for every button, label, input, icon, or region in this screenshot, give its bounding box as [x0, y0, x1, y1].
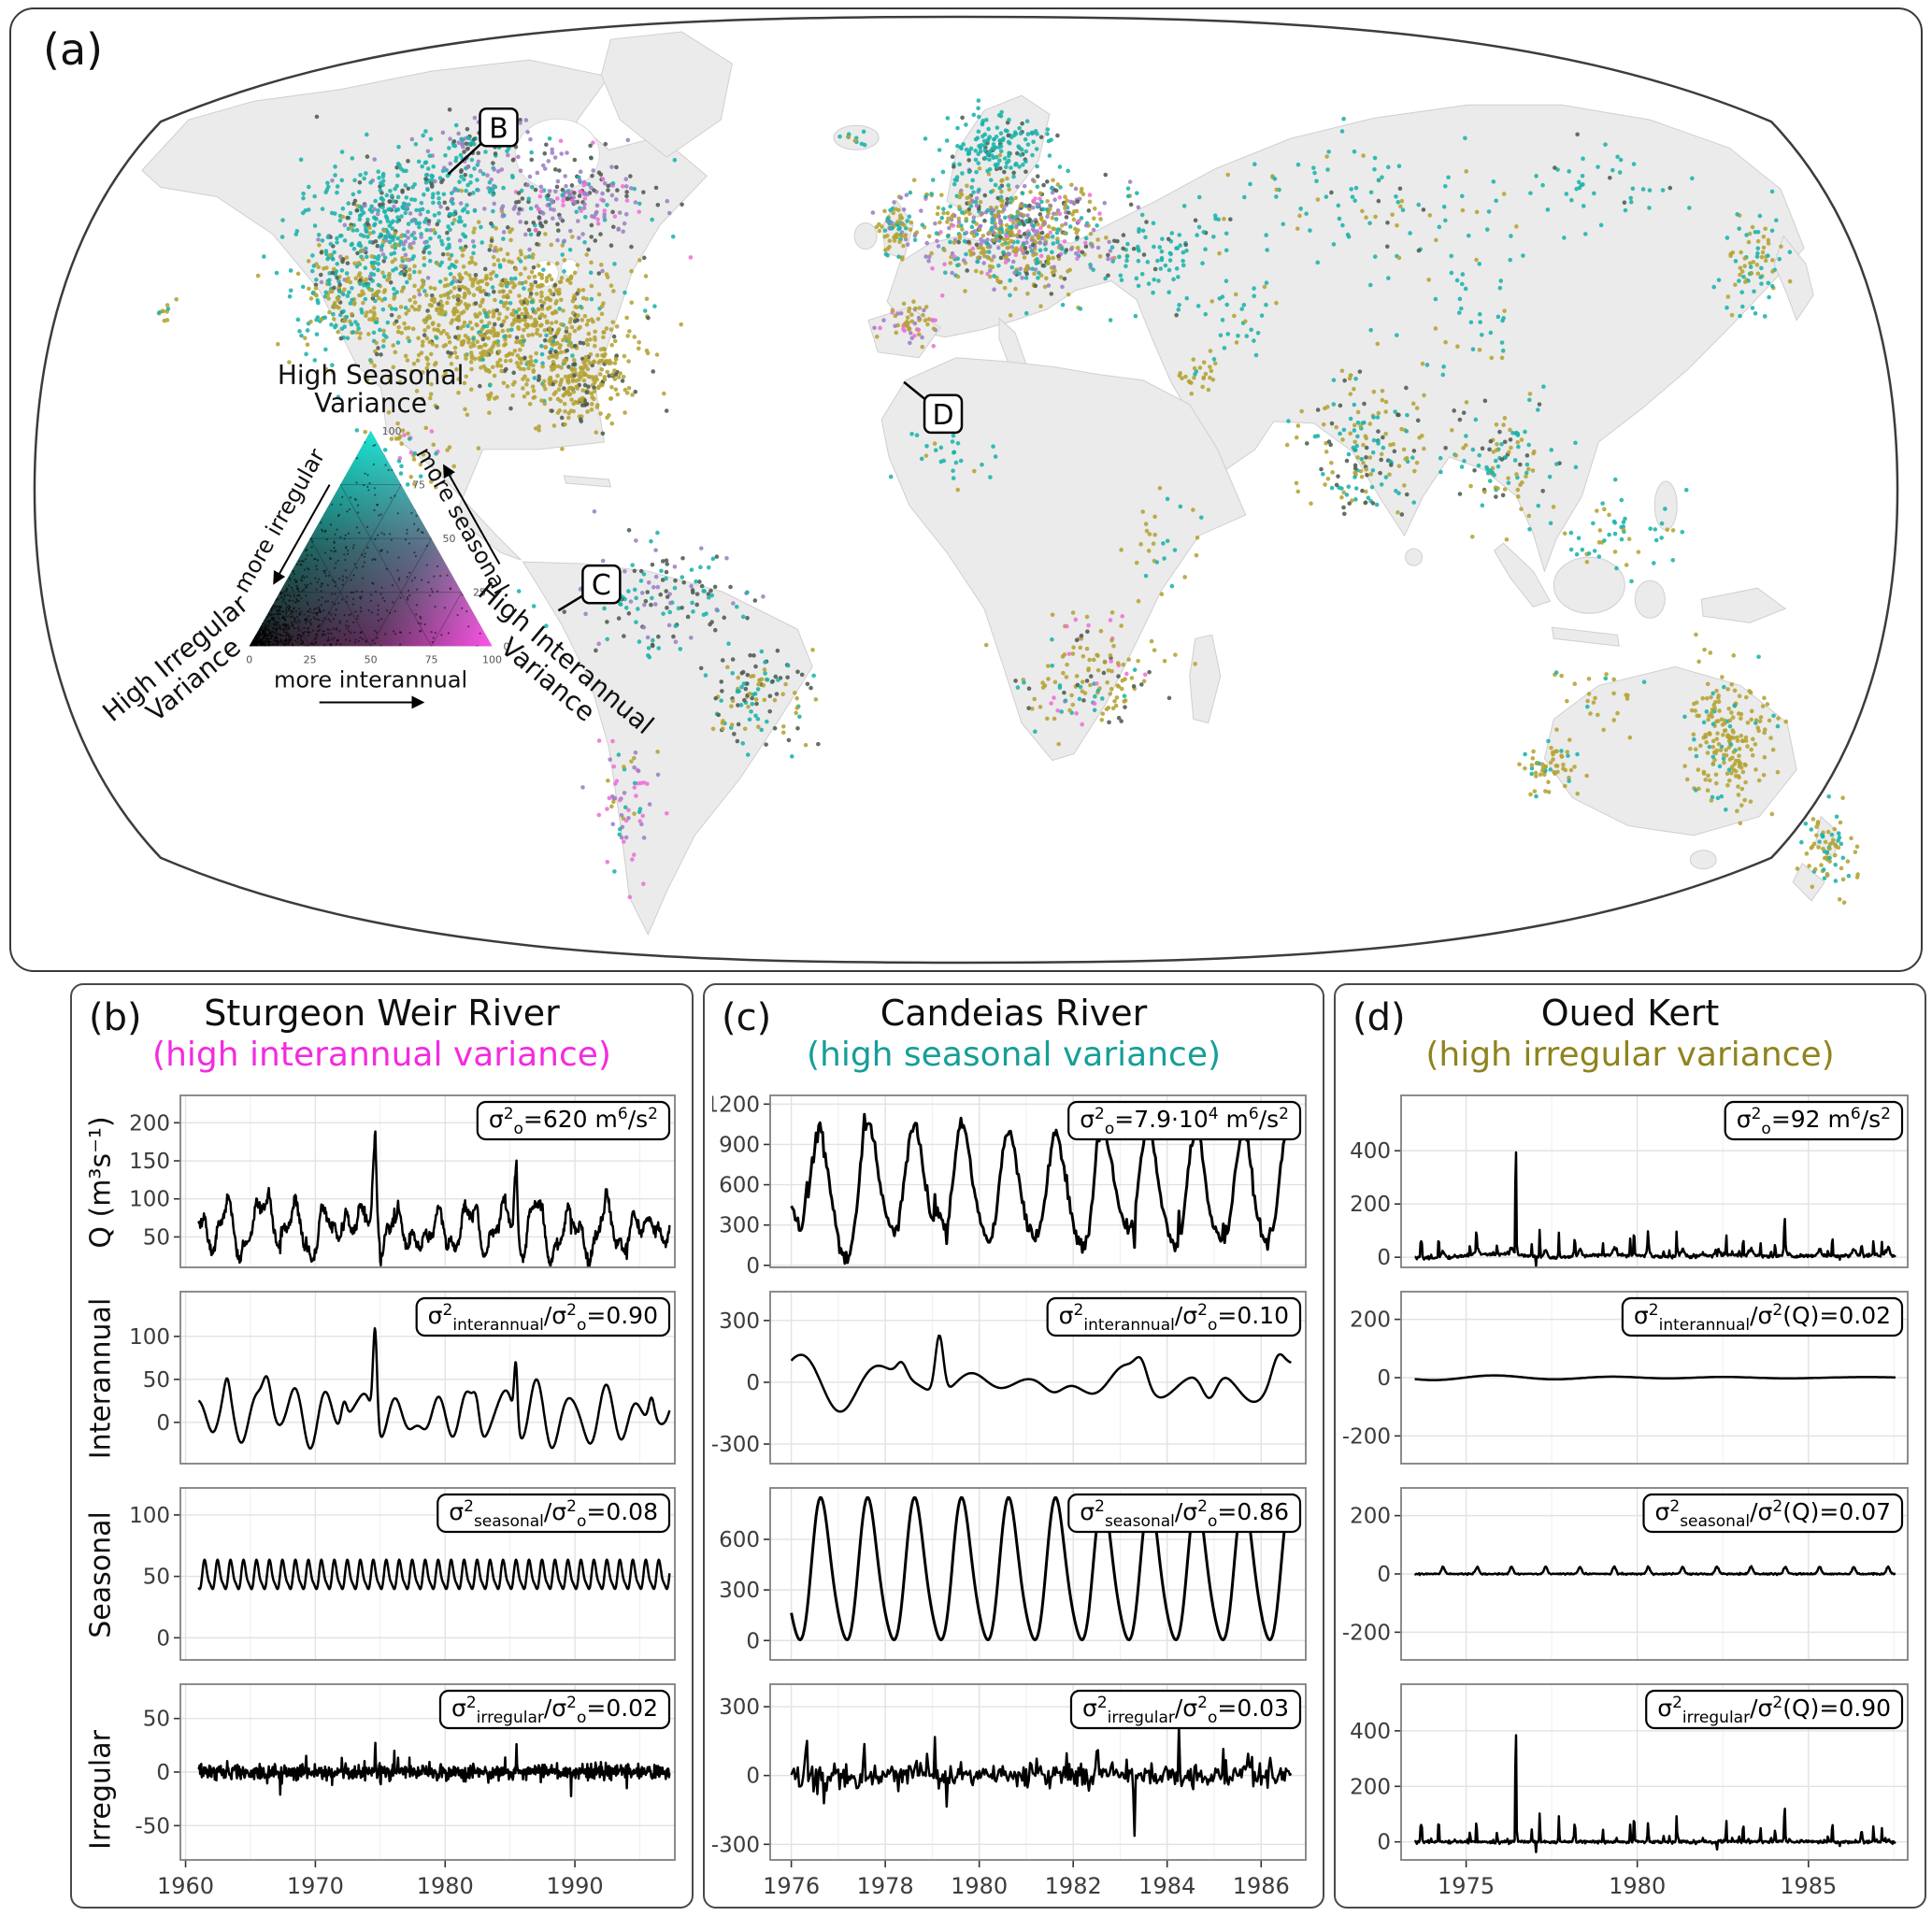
continent-australia: [1543, 665, 1797, 836]
panel-c-subtitle: (high seasonal variance): [806, 1036, 1222, 1074]
map-panel: (a): [9, 7, 1923, 972]
row-label-0: Q (m³s⁻¹): [84, 1116, 118, 1249]
row-label-1: Interannual: [84, 1297, 118, 1460]
callout-B: B: [447, 107, 519, 176]
panel-d-label: (d): [1352, 996, 1406, 1039]
java: [1551, 626, 1620, 647]
sumatra: [1493, 542, 1552, 608]
japan: [1773, 235, 1814, 322]
panel-a-label: (a): [43, 24, 104, 75]
borneo: [1553, 556, 1625, 614]
new-guinea: [1700, 587, 1787, 623]
cuba: [563, 475, 612, 488]
callout-C: C: [557, 564, 622, 612]
new-zealand-south: [1792, 862, 1825, 902]
tasmania: [1689, 850, 1717, 870]
legend-top-label: High Seasonal: [278, 360, 465, 391]
madagascar: [1189, 634, 1222, 724]
panel-d-charts: 0 200 400 σ2o=92 m6/s2 -200 0 200 σ2interannual…: [1343, 1090, 1917, 1901]
panel-b-subtitle: (high interannual variance): [152, 1036, 611, 1074]
panel-b-title: Sturgeon Weir River: [204, 993, 560, 1034]
sri-lanka: [1405, 548, 1424, 566]
panel-c-label: (c): [722, 996, 772, 1039]
callout-D: D: [903, 380, 964, 435]
ternary-scatter: [249, 441, 481, 647]
continent-greenland: [600, 31, 733, 158]
continent-eurasia: [886, 104, 1805, 573]
panel-candeias: (c) Candeias River (high seasonal varian…: [703, 983, 1324, 1909]
panel-d-subtitle: (high irregular variance): [1425, 1036, 1835, 1074]
continent-africa: [880, 357, 1247, 762]
continents-layer: [141, 31, 1840, 937]
panel-d-title: Oued Kert: [1540, 993, 1720, 1034]
panel-b-charts: Q (m³s⁻¹) 50 100 150 200 σ2o=620 m6/s2 Interan…: [79, 1090, 684, 1901]
continent-south-america: [522, 561, 813, 937]
ireland: [853, 222, 878, 250]
panel-c-charts: 03006009001200σ2o=7.9·104 m6/s2-3000300σ…: [712, 1090, 1315, 1901]
row-label-3: Irregular: [84, 1730, 118, 1850]
row-label-2: Seasonal: [84, 1511, 118, 1638]
panel-b-label: (b): [89, 996, 142, 1039]
panel-sturgeon-weir: (b) Sturgeon Weir River (high interannua…: [70, 983, 694, 1909]
ternary-gridlines: [279, 483, 463, 647]
map-callouts: B C D: [447, 107, 964, 612]
sulawesi: [1634, 579, 1666, 619]
panel-c-title: Candeias River: [880, 993, 1148, 1034]
philippines: [1653, 480, 1678, 531]
panel-oued-kert: (d) Oued Kert (high irregular variance) …: [1334, 983, 1926, 1909]
axis-more-interannual: more interannual: [274, 666, 467, 693]
chart-c-row0: 03006009001200σ2o=7.9·104 m6/s2: [712, 1093, 1307, 1275]
